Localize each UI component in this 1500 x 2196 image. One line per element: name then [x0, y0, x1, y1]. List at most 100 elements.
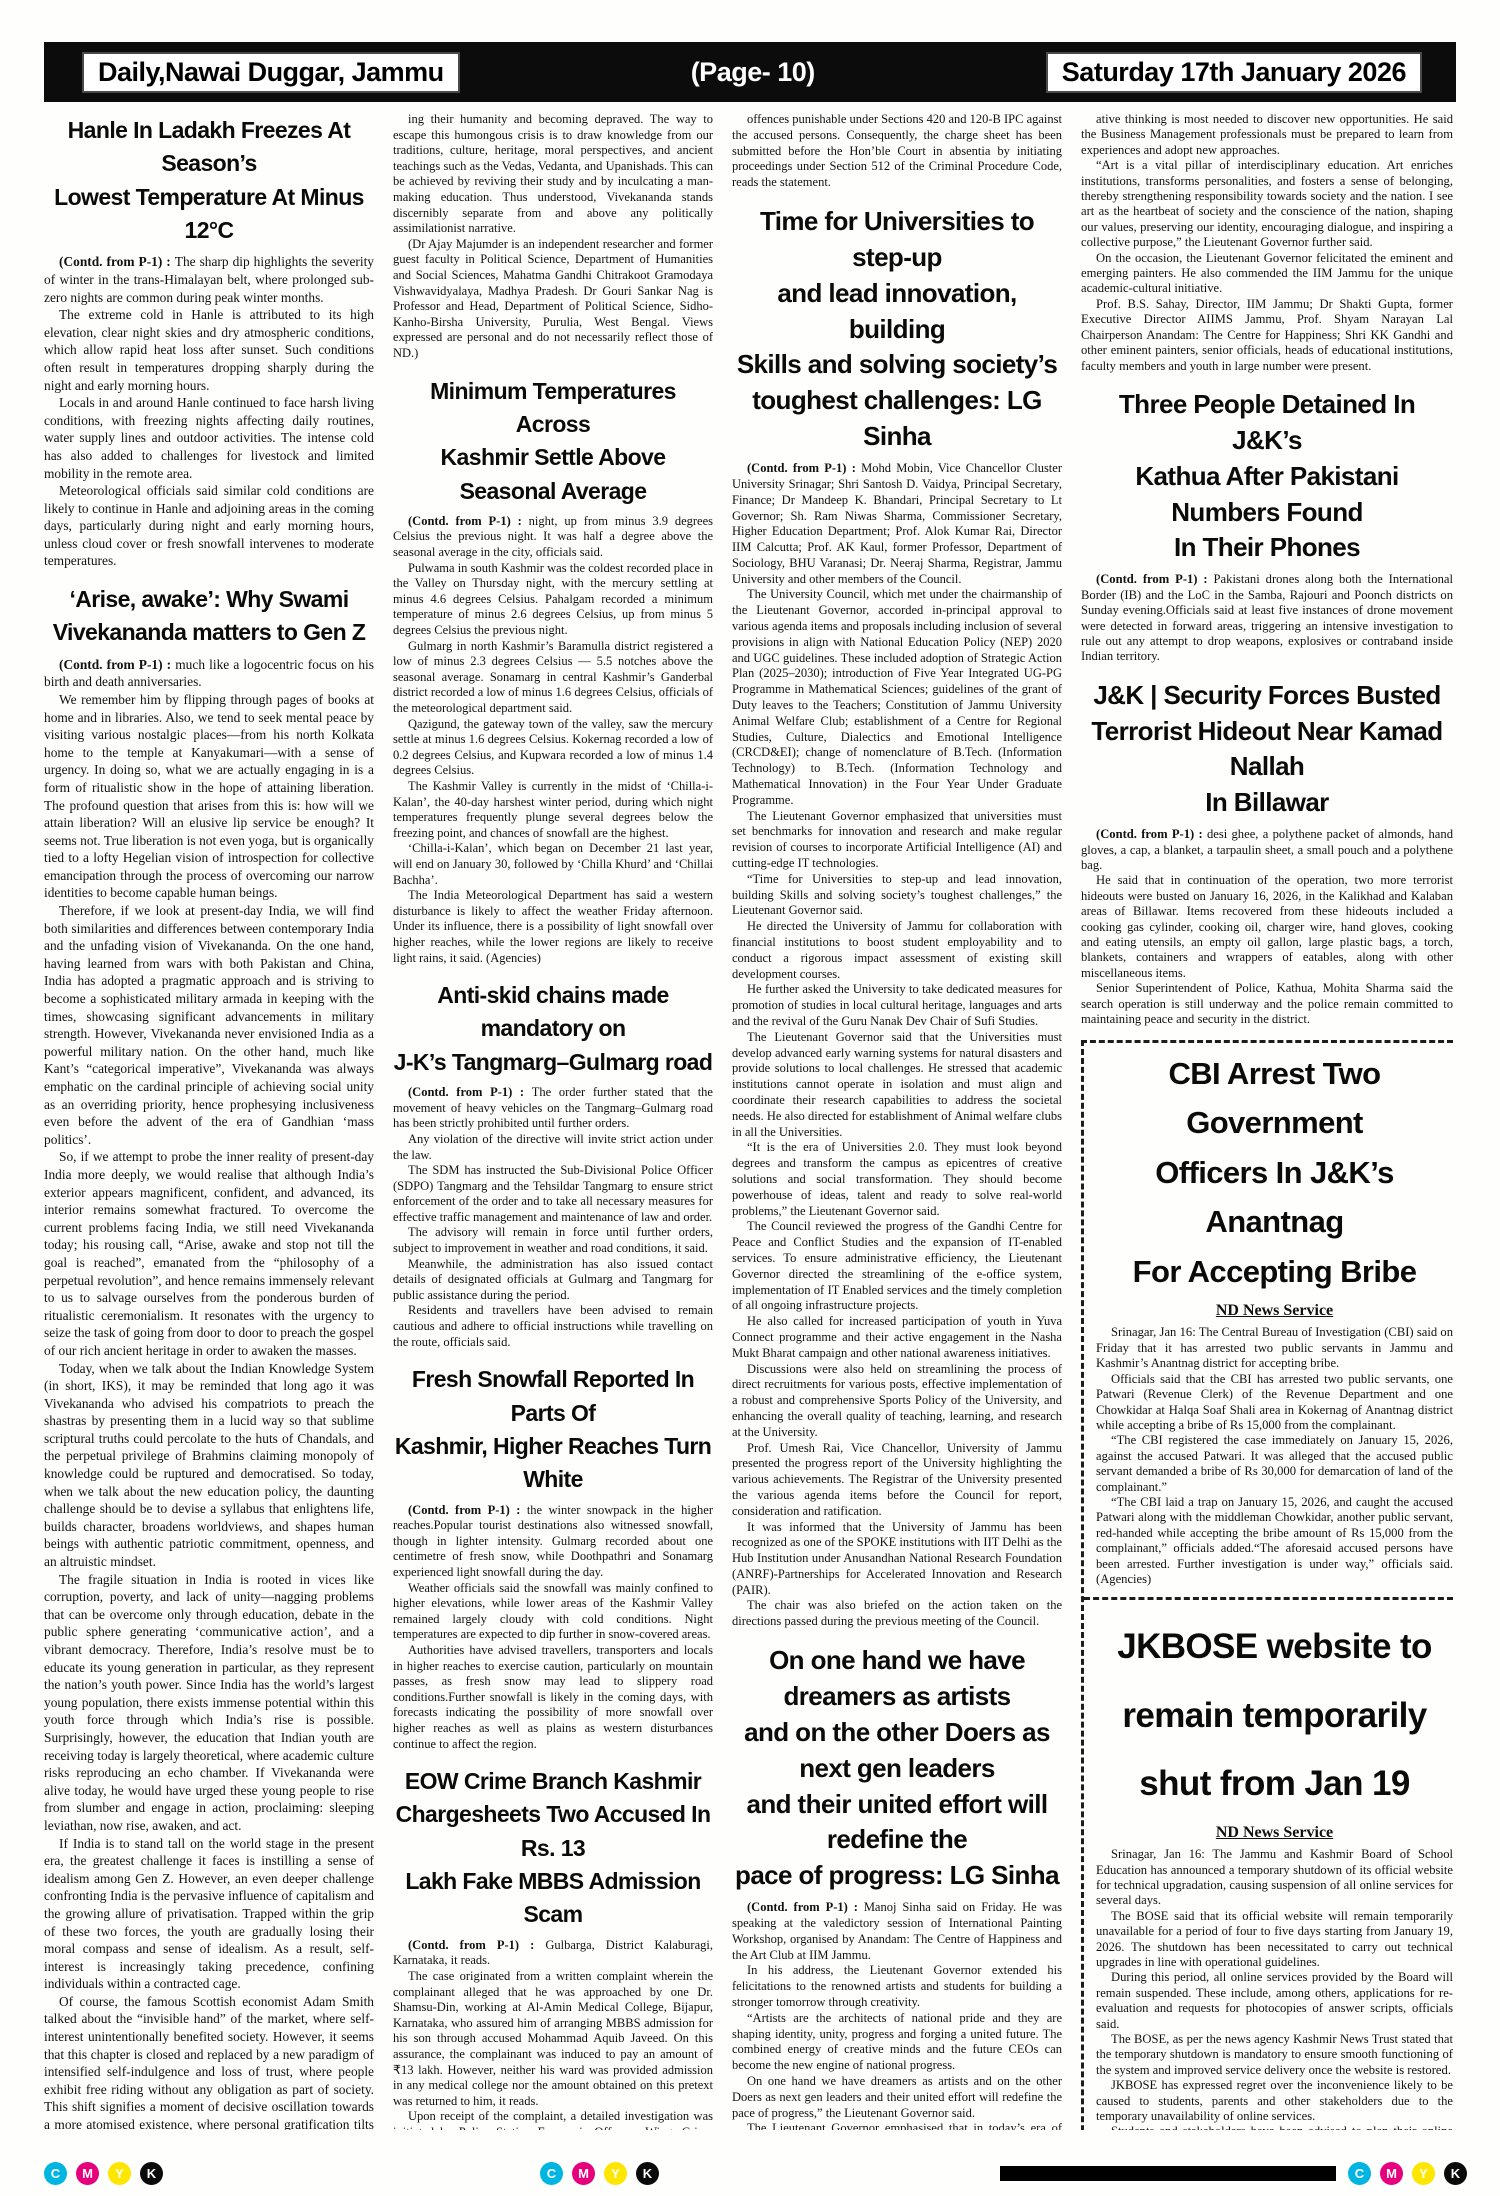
paragraph: (Contd. from P-1) : The sharp dip highli…: [44, 254, 374, 305]
paragraph: We remember him by flipping through page…: [44, 691, 374, 901]
yellow-registration-dot: Y: [604, 2162, 627, 2185]
paragraph: “The CBI registered the case immediately…: [1096, 1433, 1453, 1494]
article-eow-fake-mbbs-scam: EOW Crime Branch Kashmir Chargesheets Two…: [393, 1765, 713, 2130]
contd-from-p1-label: (Contd. from P-1) :: [408, 1937, 546, 1952]
date-label: Saturday 17th January 2026: [1045, 51, 1422, 93]
paragraph: During this period, all online services …: [1096, 1970, 1453, 2031]
paragraph: The case originated from a written compl…: [393, 1969, 713, 2108]
paragraph: The Council reviewed the progress of the…: [732, 1219, 1062, 1313]
paragraph: Residents and travellers have been advis…: [393, 1303, 713, 1349]
headline-line: Chargesheets Two Accused In Rs. 13: [395, 1801, 711, 1861]
headline-line: J&K | Security Forces Busted: [1093, 679, 1441, 710]
paragraph: “The CBI laid a trap on January 15, 2026…: [1096, 1494, 1453, 1586]
paragraph: Today, when we talk about the Indian Kno…: [44, 1360, 374, 1570]
paragraph: On one hand we have dreamers as artists …: [732, 2073, 1062, 2120]
black-registration-dot: K: [140, 2162, 163, 2185]
yellow-registration-dot: Y: [108, 2162, 131, 2185]
contd-from-p1-label: (Contd. from P-1) :: [747, 1900, 864, 1915]
headline-line: and lead innovation, building: [777, 277, 1017, 344]
paragraph: Discussions were also held on streamlini…: [732, 1361, 1062, 1439]
paragraph: He said that in continuation of the oper…: [1081, 873, 1453, 980]
paragraph: offences punishable under Sections 420 a…: [732, 112, 1062, 190]
headline-terrorist-hideout-billawar: J&K | Security Forces Busted Terrorist Hi…: [1081, 678, 1453, 822]
headline-line: ‘Arise, awake’: Why Swami: [69, 586, 349, 613]
headline-minimum-temperatures-kashmir: Minimum Temperatures Across Kashmir Settl…: [393, 375, 713, 508]
headline-hanle-ladakh-freeze: Hanle In Ladakh Freezes At Season’s Lowes…: [44, 114, 374, 247]
headline-cbi-bribe-arrest: CBI Arrest Two Government Officers In J&K…: [1096, 1049, 1453, 1297]
headline-line: EOW Crime Branch Kashmir: [404, 1768, 702, 1795]
paragraph: “Artists are the architects of national …: [732, 2010, 1062, 2073]
paragraph: (Contd. from P-1) : the winter snowpack …: [393, 1502, 713, 1579]
column-3: offences punishable under Sections 420 a…: [732, 112, 1062, 2130]
headline-line: J-K’s Tangmarg–Gulmarg road: [393, 1048, 713, 1075]
paragraph: The fragile situation in India is rooted…: [44, 1571, 374, 1833]
yellow-registration-dot: Y: [1412, 2162, 1435, 2185]
paper-name: Daily,Nawai Duggar, Jammu: [82, 51, 460, 93]
continuation-dreamers-doers-continued: ative thinking is most needed to discove…: [1081, 112, 1453, 374]
headline-line: shut from Jan 19: [1139, 1763, 1410, 1803]
headline-anti-skid-chains-tangmarg: Anti-skid chains made mandatory on J-K’s …: [393, 979, 713, 1079]
headline-line: Kashmir, Higher Reaches Turn White: [394, 1432, 712, 1493]
headline-three-detained-kathua: Three People Detained In J&K’s Kathua Aft…: [1081, 387, 1453, 566]
headline-line: and on the other Doers as next gen leade…: [744, 1716, 1050, 1783]
cyan-registration-dot: C: [540, 2162, 563, 2185]
paragraph: Authorities have advised travellers, tra…: [393, 1642, 713, 1751]
article-anti-skid-chains-tangmarg: Anti-skid chains made mandatory on J-K’s …: [393, 979, 713, 1350]
headline-line: Fresh Snowfall Reported In Parts Of: [411, 1366, 695, 1426]
headline-line: Officers In J&K’s Anantnag: [1155, 1154, 1394, 1240]
headline-line: pace of progress: LG Sinha: [735, 1860, 1060, 1891]
paragraph: (Contd. from P-1) : Manoj Sinha said on …: [732, 1900, 1062, 1962]
headline-line: CBI Arrest Two Government: [1168, 1055, 1381, 1141]
paragraph: On the occasion, the Lieutenant Governor…: [1081, 250, 1453, 296]
magenta-registration-dot: M: [76, 2162, 99, 2185]
headline-line: Kashmir Settle Above Seasonal Average: [440, 444, 666, 504]
paragraph: (Contd. from P-1) : Pakistani drones alo…: [1081, 572, 1453, 664]
columns: Hanle In Ladakh Freezes At Season’s Lowes…: [44, 112, 1456, 2130]
paragraph: The Lieutenant Governor emphasized that …: [732, 808, 1062, 871]
article-fresh-snowfall-kashmir: Fresh Snowfall Reported In Parts Of Kashm…: [393, 1363, 713, 1752]
paragraph: “Art is a vital pillar of interdisciplin…: [1081, 158, 1453, 250]
contd-from-p1-label: (Contd. from P-1) :: [59, 254, 175, 270]
contd-from-p1-label: (Contd. from P-1) :: [59, 656, 176, 672]
paragraph: (Contd. from P-1) : desi ghee, a polythe…: [1081, 827, 1453, 873]
paragraph: If India is to stand tall on the world s…: [44, 1835, 374, 1992]
headline-line: Vivekananda matters to Gen Z: [52, 619, 366, 646]
paragraph: The extreme cold in Hanle is attributed …: [44, 307, 374, 393]
paragraph: (Contd. from P-1) : night, up from minus…: [393, 513, 713, 560]
paragraph: (Contd. from P-1) : Gulbarga, District K…: [393, 1937, 713, 1968]
paragraph: The BOSE said that its official website …: [1096, 1908, 1453, 1969]
paragraph: The chair was also briefed on the action…: [732, 1598, 1062, 1629]
paragraph: Any violation of the directive will invi…: [393, 1131, 713, 1162]
headline-line: Lowest Temperature At Minus 12°C: [54, 183, 364, 244]
paragraph: So, if we attempt to probe the inner rea…: [44, 1149, 374, 1358]
headline-line: Three People Detained In J&K’s: [1118, 388, 1416, 455]
masthead: Daily,Nawai Duggar, Jammu (Page- 10) Sat…: [44, 42, 1456, 102]
paragraph: The Lieutenant Governor emphasised that …: [747, 2121, 1062, 2130]
paragraph: Weather officials said the snowfall was …: [393, 1580, 713, 1642]
paragraph: Pulwama in south Kashmir was the coldest…: [393, 560, 713, 638]
paragraph: Srinagar, Jan 16: The Central Bureau of …: [1096, 1325, 1453, 1371]
paragraph: In his address, the Lieutenant Governor …: [732, 1963, 1062, 2009]
headline-line: Lakh Fake MBBS Admission Scam: [405, 1868, 701, 1928]
paragraph: Srinagar, Jan 16: The Jammu and Kashmir …: [1096, 1847, 1453, 1908]
paragraph: Locals in and around Hanle continued to …: [44, 395, 374, 481]
paragraph: (Dr Ajay Majumder is an independent rese…: [393, 236, 713, 360]
paragraph: Prof. B.S. Sahay, Director, IIM Jammu; D…: [1081, 296, 1453, 373]
paragraph: The University Council, which met under …: [732, 587, 1062, 807]
column-1: Hanle In Ladakh Freezes At Season’s Lowes…: [44, 112, 374, 2130]
headline-universities-step-up-lg-sinha: Time for Universities to step-up and lead…: [732, 204, 1062, 455]
article-hanle-ladakh-freeze: Hanle In Ladakh Freezes At Season’s Lowes…: [44, 114, 374, 570]
dashed-divider: [1084, 1597, 1453, 1601]
article-universities-step-up-lg-sinha: Time for Universities to step-up and lead…: [732, 204, 1062, 1630]
paragraph: (Contd. from P-1) : The order further st…: [393, 1085, 713, 1131]
byline-jkbose-website-shutdown: ND News Service: [1215, 1824, 1334, 1842]
paragraph: Students and stakeholders have been advi…: [1096, 2124, 1453, 2130]
paragraph: ative thinking is most needed to discove…: [1081, 112, 1453, 157]
headline-line: In Billawar: [1205, 787, 1329, 818]
article-minimum-temperatures-kashmir: Minimum Temperatures Across Kashmir Settl…: [393, 375, 713, 967]
paragraph: Officials said that the CBI has arrested…: [1096, 1371, 1453, 1432]
continuation-eow-fake-mbbs-scam-continued: offences punishable under Sections 420 a…: [732, 112, 1062, 191]
